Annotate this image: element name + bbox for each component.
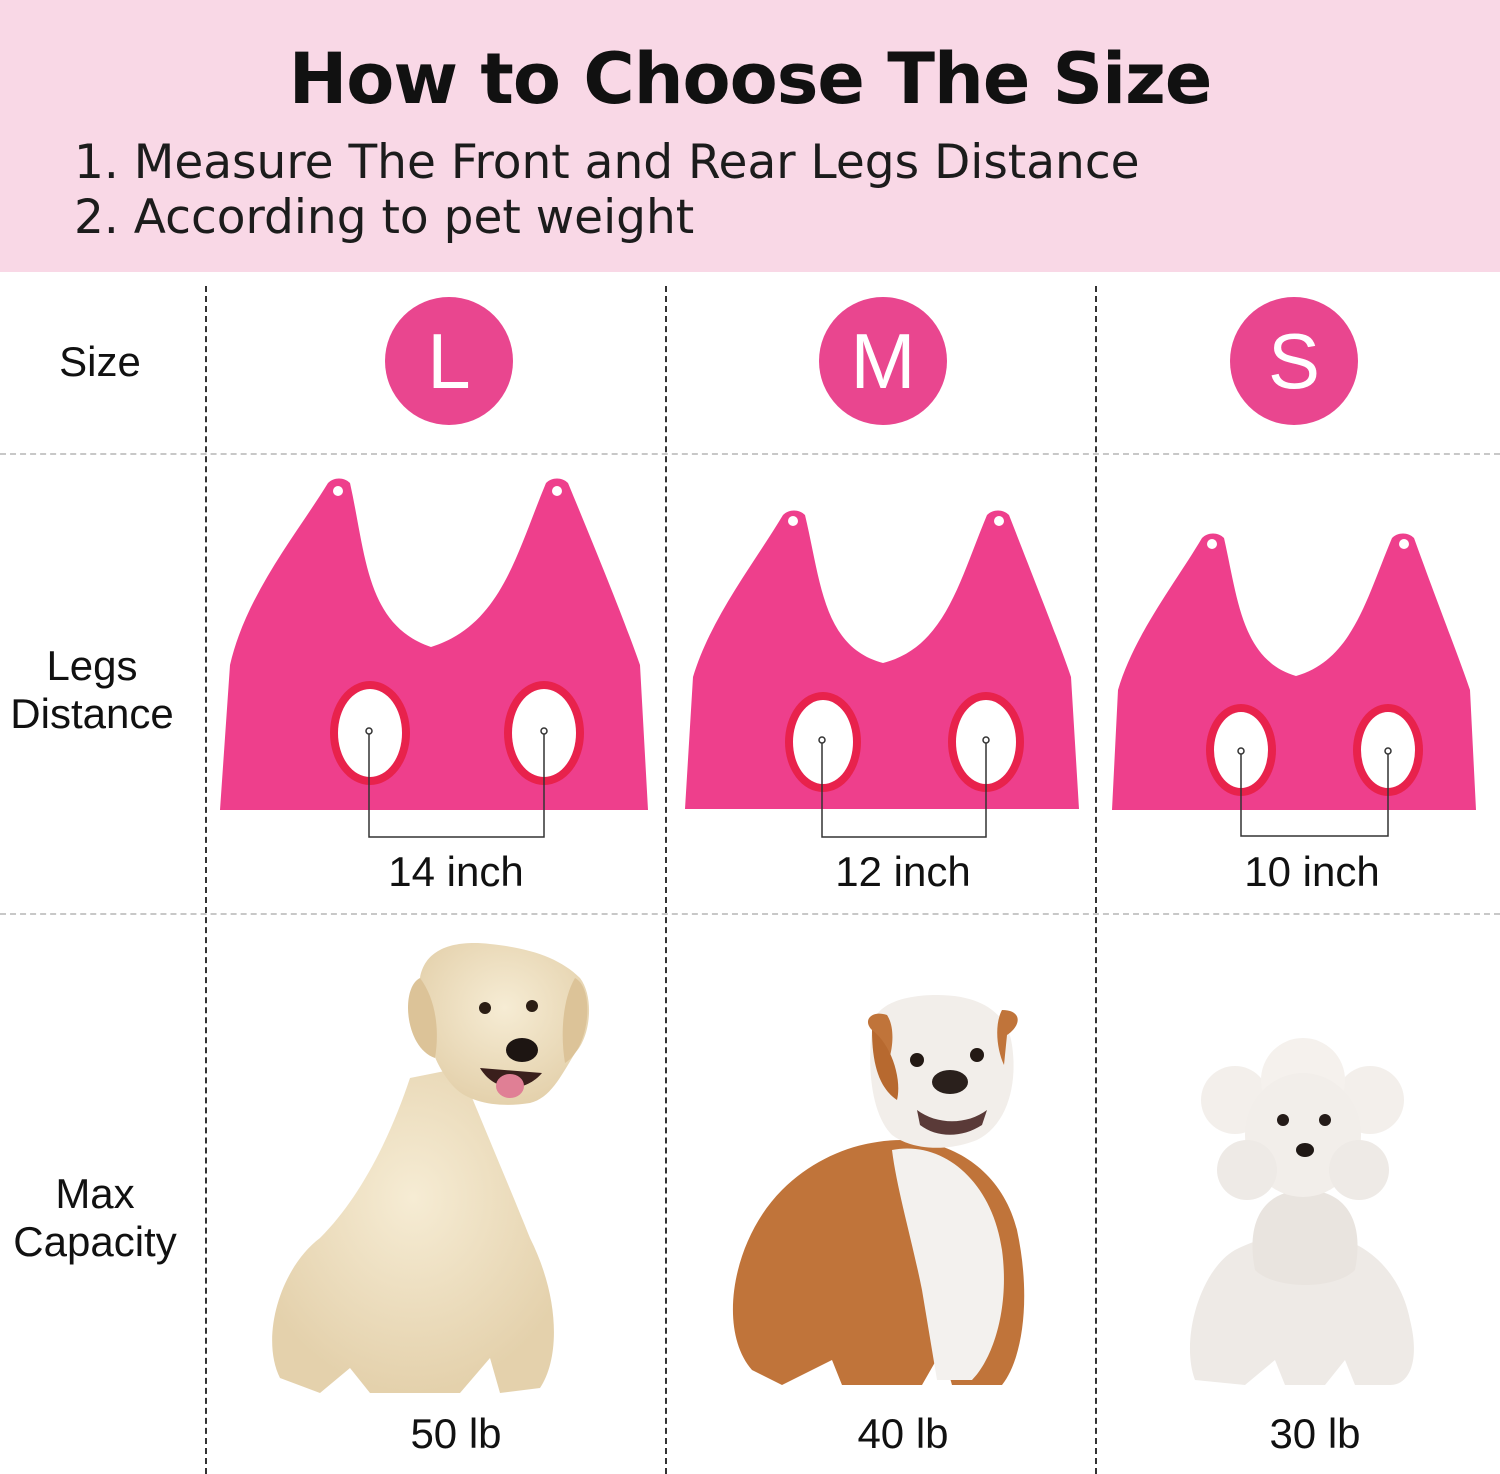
header-banner: How to Choose The Size 1. Measure The Fr… bbox=[0, 0, 1500, 272]
poodle-photo bbox=[1189, 1038, 1414, 1385]
max-capacity-l: 50 lb bbox=[410, 1410, 502, 1457]
step-1: 1. Measure The Front and Rear Legs Dista… bbox=[74, 135, 1140, 190]
legs-distance-l: 14 inch bbox=[388, 848, 524, 895]
hammock-s-illustration bbox=[1112, 533, 1476, 837]
size-badge-m: M bbox=[819, 297, 947, 425]
row-label-legs-distance: Legs Distance bbox=[10, 642, 174, 737]
max-capacity-s: 30 lb bbox=[1269, 1410, 1361, 1457]
hammock-m-illustration bbox=[685, 510, 1079, 838]
hammock-l-illustration bbox=[220, 478, 648, 838]
bulldog-photo bbox=[732, 995, 1025, 1385]
column-divider bbox=[1095, 286, 1097, 1474]
size-badge-l: L bbox=[385, 297, 513, 425]
legs-distance-s: 10 inch bbox=[1244, 848, 1380, 895]
column-divider bbox=[665, 286, 667, 1474]
legs-distance-m: 12 inch bbox=[835, 848, 971, 895]
golden-retriever-photo bbox=[272, 943, 590, 1393]
row-divider bbox=[0, 913, 1500, 915]
page-title: How to Choose The Size bbox=[288, 38, 1213, 120]
step-2: 2. According to pet weight bbox=[74, 190, 695, 245]
max-capacity-m: 40 lb bbox=[857, 1410, 949, 1457]
column-divider bbox=[205, 286, 207, 1474]
row-divider bbox=[0, 453, 1500, 455]
row-label-max-capacity: Max Capacity bbox=[13, 1170, 177, 1265]
row-label-size: Size bbox=[59, 338, 141, 385]
size-badge-s: S bbox=[1230, 297, 1358, 425]
